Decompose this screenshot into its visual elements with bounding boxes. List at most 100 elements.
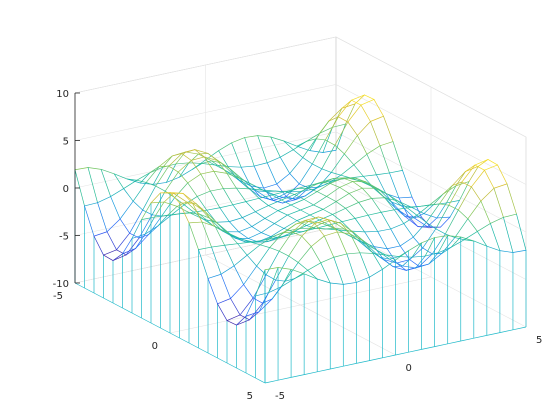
mesh-segment	[265, 274, 276, 281]
mesh-segment	[320, 262, 331, 284]
mesh-segment	[214, 226, 229, 234]
mesh-segment	[428, 252, 439, 265]
mesh-segment	[257, 135, 272, 138]
mesh-segment	[279, 149, 294, 158]
mesh-segment	[302, 157, 313, 165]
mesh-segment	[97, 202, 108, 233]
x-tick-label: 5	[536, 335, 542, 346]
mesh-segment	[307, 269, 318, 280]
mesh-segment	[294, 273, 305, 279]
mesh-segment	[422, 228, 437, 249]
mesh-segment	[339, 181, 354, 188]
mesh-segment	[217, 160, 231, 170]
mesh-segment	[416, 214, 427, 223]
mesh-segment	[284, 191, 295, 195]
mesh-segment	[221, 230, 233, 236]
mesh-segment	[486, 245, 501, 252]
mesh-segment	[301, 223, 316, 237]
curtain-base	[264, 326, 527, 384]
mesh-segment	[402, 256, 413, 267]
mesh-segment	[100, 168, 111, 197]
mesh-segment	[87, 167, 102, 170]
mesh-segment	[442, 185, 453, 195]
mesh-segment	[311, 163, 323, 170]
mesh-segment	[408, 242, 422, 252]
mesh-segment	[223, 188, 234, 206]
mesh-segment	[294, 187, 308, 195]
mesh-segment	[414, 217, 428, 228]
curtain-base	[74, 282, 266, 384]
mesh-segment	[201, 163, 216, 166]
mesh-segment	[297, 184, 312, 189]
mesh-segment	[138, 214, 153, 239]
mesh-segment	[287, 209, 301, 216]
mesh-segment	[327, 219, 342, 224]
mesh-segment	[350, 233, 364, 242]
mesh-segment	[465, 164, 476, 172]
mesh-segment	[290, 268, 305, 275]
mesh-segment	[471, 169, 485, 188]
mesh-segment	[433, 193, 444, 206]
mesh-segment	[332, 214, 343, 223]
mesh-segment	[220, 162, 235, 176]
mesh-segment	[239, 178, 254, 186]
mesh-segment	[393, 209, 405, 224]
mesh-segment	[363, 240, 377, 251]
mesh-segment	[295, 220, 306, 225]
mesh-segment	[93, 235, 104, 256]
mesh-segment	[352, 181, 363, 189]
mesh-segment	[173, 192, 187, 203]
mesh-segment	[198, 246, 212, 250]
mesh-segment	[256, 265, 267, 276]
mesh-segment	[306, 138, 317, 142]
mesh-segment	[106, 218, 121, 233]
mesh-segment	[308, 168, 323, 189]
mesh-segment	[116, 249, 127, 256]
mesh-segment	[396, 262, 407, 271]
mesh-segment	[360, 104, 371, 122]
mesh-segment	[416, 204, 431, 216]
mesh-segment	[157, 214, 172, 227]
mesh-segment	[209, 190, 221, 209]
mesh-segment	[274, 214, 288, 224]
mesh-segment	[490, 216, 504, 224]
mesh-segment	[152, 166, 164, 185]
mesh-segment	[460, 236, 475, 242]
mesh-segment	[74, 167, 89, 171]
mesh-segment	[298, 163, 313, 185]
mesh-segment	[415, 255, 426, 269]
mesh-segment	[379, 256, 394, 267]
mesh-segment	[283, 140, 294, 151]
mesh-segment	[205, 211, 216, 227]
mesh-segment	[297, 262, 309, 271]
mesh-segment	[329, 177, 344, 184]
mesh-segment	[211, 244, 225, 248]
mesh-segment	[291, 231, 303, 237]
mesh-segment	[455, 181, 470, 187]
mesh-segment	[370, 115, 384, 122]
mesh-segment	[284, 278, 295, 282]
mesh-segment	[168, 153, 183, 167]
mesh-segment	[201, 160, 212, 164]
mesh-segment	[446, 185, 457, 204]
mesh-segment	[374, 187, 389, 195]
mesh-segment	[195, 203, 210, 219]
mesh-segment	[258, 298, 273, 313]
mesh-segment	[145, 182, 157, 187]
mesh-segment	[274, 223, 285, 229]
mesh-segment	[332, 123, 346, 128]
mesh-segment	[357, 135, 368, 155]
mesh-segment	[366, 244, 381, 258]
mesh-segment	[303, 273, 318, 280]
mesh-segment	[358, 202, 369, 216]
mesh-segment	[289, 231, 304, 236]
mesh-segment	[444, 209, 459, 235]
mesh-segment	[183, 204, 195, 213]
mesh-segment	[252, 297, 263, 304]
mesh-segment	[250, 185, 261, 197]
z-grid-line	[74, 226, 527, 328]
mesh-segment	[395, 250, 409, 261]
mesh-segment	[448, 181, 463, 206]
mesh-segment	[487, 159, 498, 166]
mesh-segment	[224, 169, 235, 176]
